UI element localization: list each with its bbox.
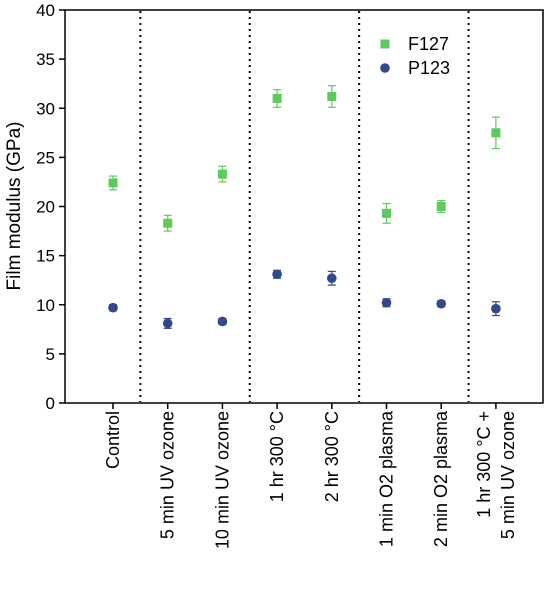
x-tick-label: 10 min UV ozone bbox=[212, 411, 232, 549]
x-tick-label-line: 1 hr 300 °C bbox=[267, 411, 287, 502]
y-tick-label: 5 bbox=[46, 345, 55, 364]
x-tick-label: 1 min O2 plasma bbox=[377, 410, 397, 547]
x-tick-label: 5 min UV ozone bbox=[158, 411, 178, 539]
p123-point bbox=[217, 316, 228, 327]
legend-label-f127: F127 bbox=[408, 34, 449, 54]
data-marks bbox=[108, 85, 501, 329]
x-tick-label-line: 2 hr 300 °C bbox=[322, 411, 342, 502]
p123-point bbox=[381, 297, 392, 308]
legend-label-p123: P123 bbox=[408, 58, 450, 78]
y-tick-label: 25 bbox=[36, 148, 55, 167]
tick-labels: 0 5 10 15 20 25 30 35 40 Control 5 min UV ozone 10 … bbox=[36, 1, 518, 549]
x-tick-label: Control bbox=[103, 411, 123, 469]
f127-point bbox=[217, 169, 227, 179]
group-separators bbox=[139, 11, 470, 402]
x-tick-label: 2 min O2 plasma bbox=[431, 410, 451, 547]
axes bbox=[59, 9, 544, 409]
p123-point bbox=[162, 318, 173, 329]
x-tick-label-line: 10 min UV ozone bbox=[212, 411, 232, 549]
y-tick-label: 40 bbox=[36, 1, 55, 20]
y-tick-label: 15 bbox=[36, 247, 55, 266]
f127-point bbox=[272, 93, 282, 103]
y-tick-label: 20 bbox=[36, 198, 55, 217]
f127-point bbox=[327, 91, 337, 101]
y-tick-label: 35 bbox=[36, 50, 55, 69]
legend: F127 P123 bbox=[380, 34, 450, 78]
x-tick-label: 1 hr 300 °C +5 min UV ozone bbox=[474, 411, 518, 539]
f127-point bbox=[491, 128, 501, 138]
legend-marker-p123 bbox=[380, 63, 390, 73]
plot-frame bbox=[64, 9, 544, 404]
legend-marker-f127 bbox=[380, 39, 390, 49]
x-tick-label-line: 1 hr 300 °C + bbox=[474, 411, 494, 518]
f127-point bbox=[382, 208, 391, 218]
x-tick-label-line: 5 min UV ozone bbox=[158, 411, 178, 539]
f127-point bbox=[436, 202, 446, 211]
x-tick-label: 2 hr 300 °C bbox=[322, 411, 342, 502]
y-tick-label: 30 bbox=[36, 99, 55, 118]
y-tick-label: 0 bbox=[46, 394, 55, 413]
x-tick-label-line: 5 min UV ozone bbox=[498, 411, 518, 539]
x-tick-label-line: 2 min O2 plasma bbox=[431, 410, 451, 547]
p123-point bbox=[272, 269, 282, 280]
f127-point bbox=[163, 218, 173, 228]
y-tick-label: 10 bbox=[36, 296, 55, 315]
f127-point bbox=[108, 178, 118, 188]
p123-point bbox=[436, 298, 447, 309]
p123-point bbox=[327, 273, 337, 284]
p123-point bbox=[108, 302, 118, 313]
x-tick-label-line: Control bbox=[103, 411, 123, 469]
y-axis-label: Film modulus (GPa) bbox=[4, 122, 25, 291]
x-tick-label: 1 hr 300 °C bbox=[267, 411, 287, 502]
x-tick-label-line: 1 min O2 plasma bbox=[377, 410, 397, 547]
p123-point bbox=[491, 303, 501, 314]
